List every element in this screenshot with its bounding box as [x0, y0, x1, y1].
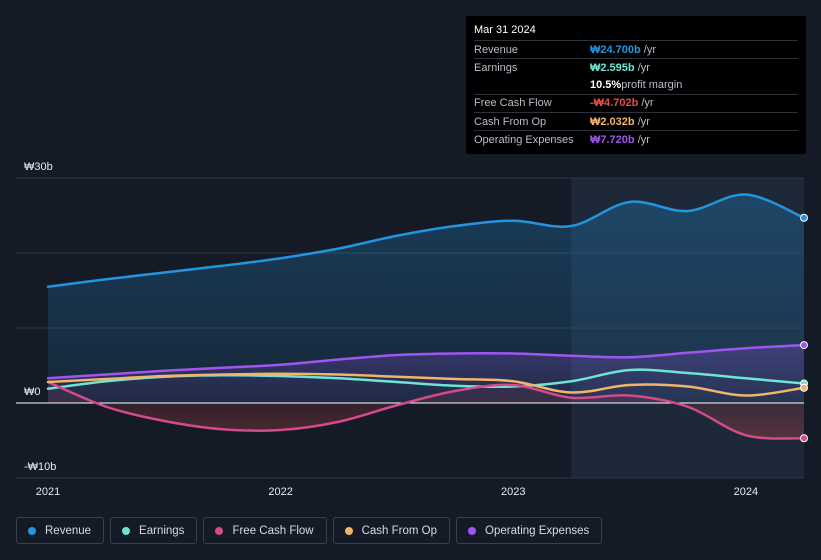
legend-item-free-cash-flow[interactable]: Free Cash Flow	[203, 517, 327, 544]
tooltip-row-revenue: Revenue ₩24.700b /yr	[474, 40, 798, 58]
x-tick-label: 2023	[501, 486, 525, 498]
free-cash-flow-line	[46, 380, 806, 440]
tooltip-row-value: ₩24.700b /yr	[590, 43, 657, 56]
operating-expenses-end-marker	[800, 341, 808, 350]
legend-item-cash-from-op[interactable]: Cash From Op	[332, 517, 451, 544]
tooltip-row-label: Earnings	[474, 61, 518, 74]
legend-label: Earnings	[139, 524, 185, 537]
legend: Revenue Earnings Free Cash Flow Cash Fro…	[16, 517, 603, 544]
revenue-end-marker	[800, 213, 808, 222]
tooltip-row-value: ₩2.595b /yr	[590, 61, 650, 74]
tooltip-row-operating-expenses: Operating Expenses ₩7.720b /yr	[474, 130, 798, 148]
legend-dot-icon	[28, 526, 36, 535]
tooltip-row-cash-from-op: Cash From Op ₩2.032b /yr	[474, 111, 798, 130]
revenue-line	[46, 193, 806, 288]
legend-dot-icon	[122, 526, 131, 535]
operating-expenses-area	[48, 345, 804, 403]
tooltip-row-value: -₩4.702b /yr	[590, 97, 654, 110]
tooltip-row-label: Operating Expenses	[474, 133, 574, 146]
x-tick-label: 2022	[268, 486, 292, 498]
tooltip-row-label: Revenue	[474, 43, 519, 56]
legend-label: Operating Expenses	[485, 524, 590, 537]
y-tick-label: -₩10b	[24, 461, 56, 473]
legend-label: Cash From Op	[361, 524, 438, 537]
legend-label: Free Cash Flow	[232, 524, 314, 537]
y-tick-label: ₩0	[24, 386, 41, 398]
legend-label: Revenue	[45, 524, 92, 537]
x-tick-label: 2021	[36, 486, 60, 498]
tooltip-row-value: ₩7.720b /yr	[590, 133, 650, 146]
legend-item-earnings[interactable]: Earnings	[110, 517, 198, 544]
tooltip-profit-margin: 10.5% profit margin	[590, 79, 683, 92]
legend-dot-icon	[468, 526, 477, 535]
legend-dot-icon	[344, 526, 353, 535]
tooltip-panel: Mar 31 2024 Revenue ₩24.700b /yr Earning…	[466, 16, 806, 154]
cash-from-op-line	[46, 372, 806, 397]
free-cash-flow-end-marker	[800, 434, 808, 443]
tooltip-date: Mar 31 2024	[474, 24, 536, 36]
tooltip-row-free-cash-flow: Free Cash Flow -₩4.702b /yr	[474, 93, 798, 112]
tooltip-row-label: Cash From Op	[474, 115, 547, 128]
legend-item-revenue[interactable]: Revenue	[16, 517, 105, 544]
legend-dot-icon	[215, 526, 224, 535]
tooltip-row-earnings: Earnings ₩2.595b /yr	[474, 58, 798, 76]
revenue-area	[48, 194, 804, 403]
tooltip-row-value: ₩2.032b /yr	[590, 115, 650, 128]
y-tick-label: ₩30b	[24, 161, 53, 173]
cash-from-op-end-marker	[800, 383, 808, 392]
operating-expenses-line	[46, 343, 806, 380]
legend-item-operating-expenses[interactable]: Operating Expenses	[456, 517, 603, 544]
x-tick-label: 2024	[734, 486, 758, 498]
tooltip-row-label: Free Cash Flow	[474, 97, 552, 110]
